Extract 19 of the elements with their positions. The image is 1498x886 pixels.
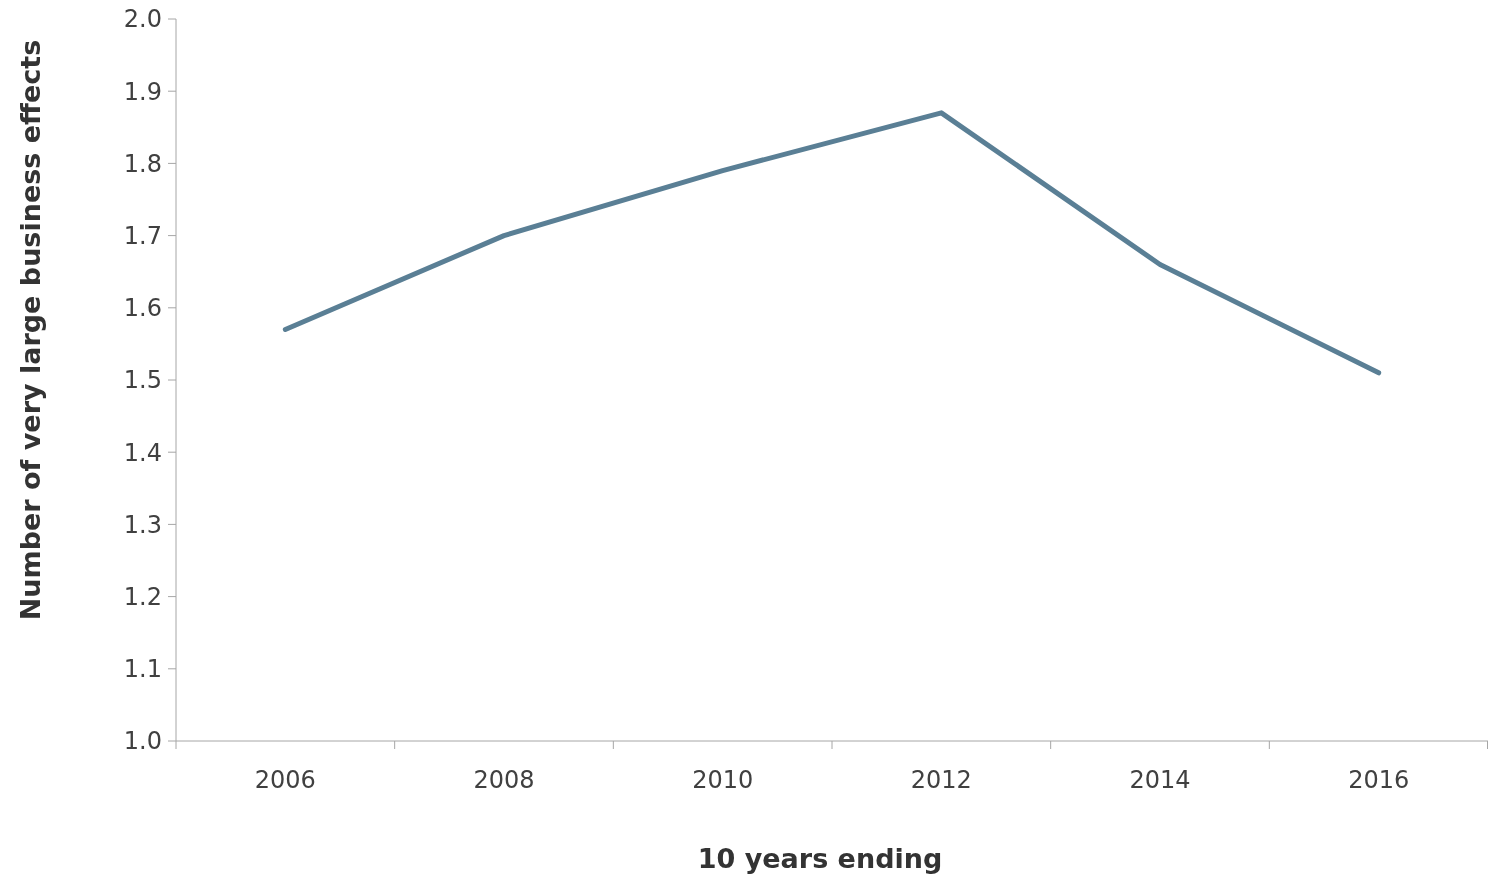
x-tick-label: 2006 <box>254 766 316 794</box>
y-tick-label: 1.8 <box>123 149 162 178</box>
y-axis-title: Number of very large business effects <box>15 39 46 621</box>
y-tick-label: 1.7 <box>123 222 162 250</box>
y-tick-label: 1.1 <box>123 655 162 684</box>
y-tick-label: 1.3 <box>123 510 162 539</box>
y-tick-label: 2.0 <box>123 5 162 34</box>
x-tick-label: 2016 <box>1348 766 1410 794</box>
x-tick-label: 2010 <box>692 766 754 794</box>
y-tick-label: 1.9 <box>123 77 162 106</box>
y-tick-label: 1.4 <box>123 438 162 467</box>
x-axis-title: 10 years ending <box>697 843 943 874</box>
y-tick-label: 1.0 <box>123 727 162 756</box>
x-tick-label: 2008 <box>473 766 535 794</box>
x-tick-label: 2014 <box>1129 766 1191 794</box>
y-tick-label: 1.2 <box>123 583 162 611</box>
y-tick-label: 1.5 <box>123 366 162 395</box>
y-tick-label: 1.6 <box>123 294 162 323</box>
x-tick-label: 2012 <box>910 766 972 794</box>
